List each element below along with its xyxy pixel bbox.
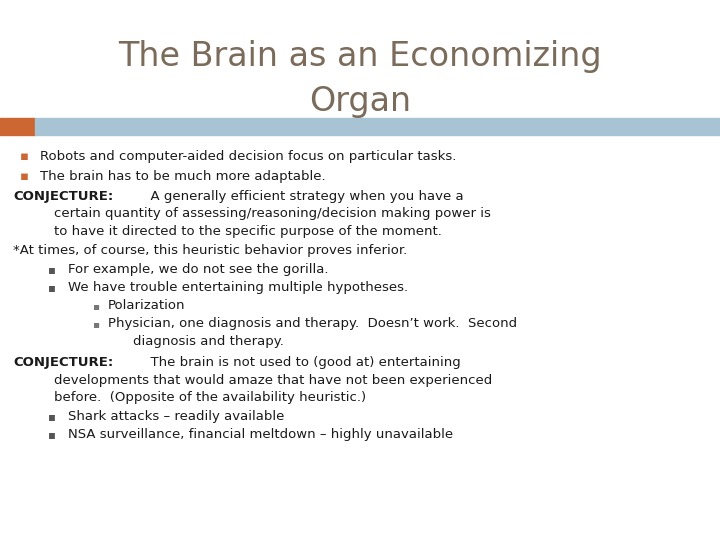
Text: ▪: ▪ <box>48 410 56 423</box>
Text: *At times, of course, this heuristic behavior proves inferior.: *At times, of course, this heuristic beh… <box>13 244 408 257</box>
Text: CONJECTURE:: CONJECTURE: <box>13 356 113 369</box>
Text: Polarization: Polarization <box>108 299 186 312</box>
Text: Robots and computer-aided decision focus on particular tasks.: Robots and computer-aided decision focus… <box>40 150 456 163</box>
Text: ▪: ▪ <box>92 301 99 310</box>
Bar <box>35 118 720 135</box>
Text: ▪: ▪ <box>48 428 56 441</box>
Text: Physician, one diagnosis and therapy.  Doesn’t work.  Second: Physician, one diagnosis and therapy. Do… <box>108 318 517 330</box>
Text: Shark attacks – readily available: Shark attacks – readily available <box>68 410 285 423</box>
Text: A generally efficient strategy when you have a: A generally efficient strategy when you … <box>143 190 464 203</box>
Text: ▪: ▪ <box>48 281 56 294</box>
Text: ▪: ▪ <box>48 264 56 276</box>
Text: NSA surveillance, financial meltdown – highly unavailable: NSA surveillance, financial meltdown – h… <box>68 428 454 441</box>
Text: The brain is not used to (good at) entertaining: The brain is not used to (good at) enter… <box>143 356 461 369</box>
Text: ▪: ▪ <box>19 150 29 163</box>
Text: The Brain as an Economizing: The Brain as an Economizing <box>118 40 602 73</box>
Text: For example, we do not see the gorilla.: For example, we do not see the gorilla. <box>68 264 329 276</box>
Text: certain quantity of assessing/reasoning/decision making power is: certain quantity of assessing/reasoning/… <box>54 207 491 220</box>
Text: The brain has to be much more adaptable.: The brain has to be much more adaptable. <box>40 170 325 183</box>
Text: Organ: Organ <box>309 85 411 118</box>
Text: We have trouble entertaining multiple hypotheses.: We have trouble entertaining multiple hy… <box>68 281 408 294</box>
Text: before.  (Opposite of the availability heuristic.): before. (Opposite of the availability he… <box>54 391 366 404</box>
Text: CONJECTURE:: CONJECTURE: <box>13 190 113 203</box>
Text: diagnosis and therapy.: diagnosis and therapy. <box>133 335 284 348</box>
Text: ▪: ▪ <box>92 319 99 329</box>
Bar <box>0 118 35 135</box>
Text: ▪: ▪ <box>19 170 29 183</box>
Text: to have it directed to the specific purpose of the moment.: to have it directed to the specific purp… <box>54 225 442 238</box>
Text: developments that would amaze that have not been experienced: developments that would amaze that have … <box>54 374 492 387</box>
